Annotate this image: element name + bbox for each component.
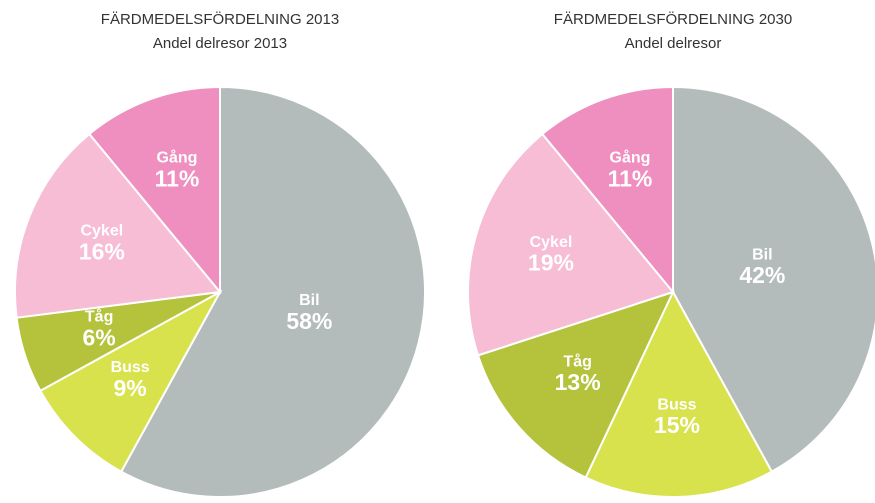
slice-label: Bil xyxy=(752,246,772,263)
slice-value: 15% xyxy=(654,412,700,438)
chart-subtitle: Andel delresor xyxy=(625,35,722,52)
slice-value: 6% xyxy=(82,324,115,350)
slice-value: 11% xyxy=(155,165,200,191)
slice-value: 16% xyxy=(79,238,125,264)
slice-value: 42% xyxy=(739,262,785,288)
pie-slice xyxy=(14,132,222,319)
slice-label: Cykel xyxy=(80,222,123,239)
pie-slice xyxy=(87,85,221,295)
slice-label: Tåg xyxy=(85,307,113,325)
slice-value: 13% xyxy=(555,369,601,395)
chart-subtitle: Andel delresor 2013 xyxy=(153,35,287,52)
slice-label: Gång xyxy=(157,149,198,167)
slice-value: 9% xyxy=(114,375,147,401)
chart-title: FÄRDMEDELSFÖRDELNING 2013 xyxy=(101,10,339,28)
slice-value: 11% xyxy=(608,165,653,191)
slice-label: Gång xyxy=(610,149,651,167)
pie-slice xyxy=(540,85,674,295)
slice-label: Cykel xyxy=(530,234,573,251)
pie-slice xyxy=(467,132,675,357)
slice-label: Bil xyxy=(299,292,319,309)
pie-slice xyxy=(38,289,223,474)
slice-label: Buss xyxy=(657,396,696,413)
slice-value: 19% xyxy=(528,250,574,276)
pie-slice xyxy=(476,290,675,479)
slice-label: Buss xyxy=(111,359,150,376)
slice-label: Tåg xyxy=(563,352,591,370)
pie-slice xyxy=(584,289,774,498)
slice-value: 58% xyxy=(286,308,332,334)
chart-title: FÄRDMEDELSFÖRDELNING 2030 xyxy=(554,10,792,28)
pie-slice xyxy=(672,85,875,474)
pie-slice xyxy=(119,85,426,498)
